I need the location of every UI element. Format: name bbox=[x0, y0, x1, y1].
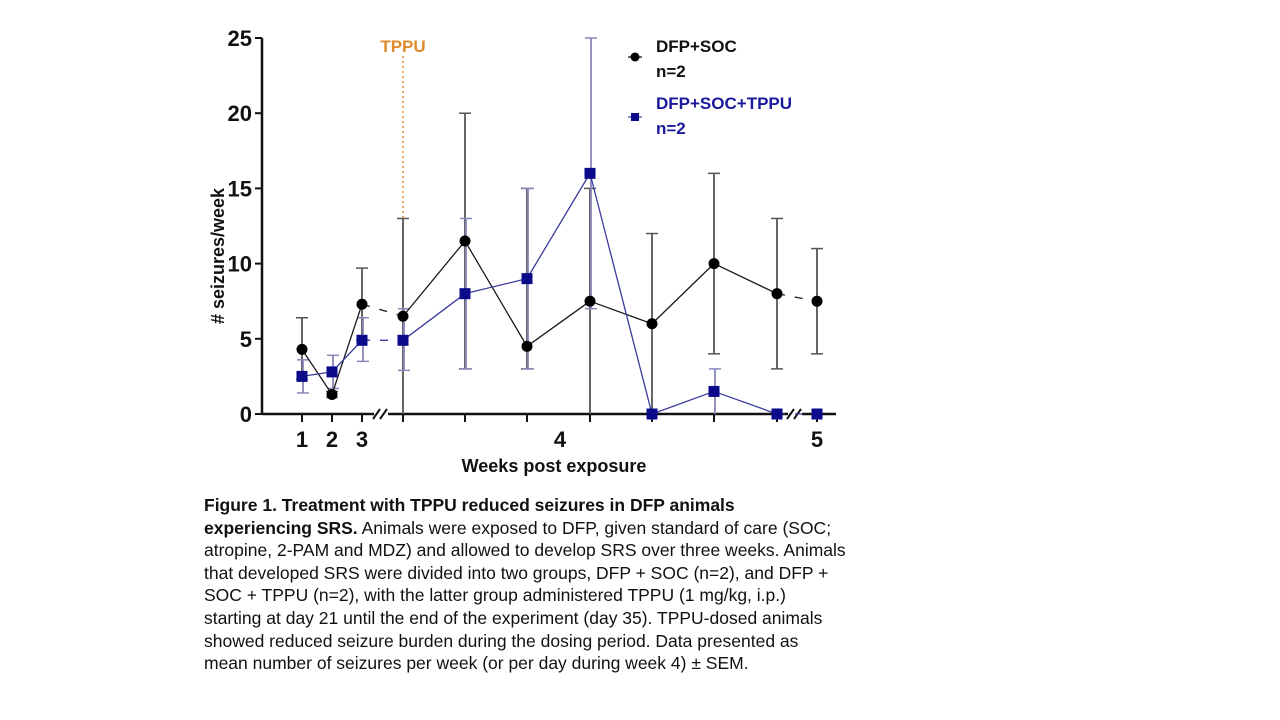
legend-label-dfp-soc: DFP+SOC bbox=[656, 37, 737, 56]
caption-line: showed reduced seizure burden during the… bbox=[204, 630, 1004, 653]
caption-line: mean number of seizures per week (or per… bbox=[204, 652, 1004, 675]
caption-text: atropine, 2-PAM and MDZ) and allowed to … bbox=[204, 540, 846, 561]
legend-n-dfp-soc-tppu: n=2 bbox=[656, 119, 686, 138]
data-point-dfp-soc bbox=[708, 258, 720, 270]
data-point-dfp-soc-tppu bbox=[459, 288, 471, 300]
caption-line: atropine, 2-PAM and MDZ) and allowed to … bbox=[204, 539, 1004, 562]
axis-break-mark bbox=[379, 408, 388, 420]
legend-marker-dfp-soc bbox=[630, 52, 640, 62]
data-point-dfp-soc bbox=[296, 343, 308, 355]
data-point-dfp-soc bbox=[459, 235, 471, 247]
series-line-dfp-soc bbox=[776, 293, 818, 302]
series-line-dfp-soc bbox=[651, 263, 715, 325]
legend-label-dfp-soc-tppu: DFP+SOC+TPPU bbox=[656, 94, 792, 113]
caption-bold-text: Figure 1. Treatment with TPPU reduced se… bbox=[204, 495, 735, 515]
data-point-dfp-soc-tppu bbox=[771, 408, 783, 420]
y-tick-label: 20 bbox=[228, 101, 252, 126]
caption-bold-text: experiencing SRS. bbox=[204, 517, 358, 538]
series-line-dfp-soc bbox=[589, 300, 653, 325]
series-line-dfp-soc-tppu bbox=[464, 278, 528, 295]
y-axis-label: # seizures/week bbox=[208, 187, 228, 324]
x-tick-label: 1 bbox=[296, 427, 308, 452]
data-point-dfp-soc-tppu bbox=[708, 385, 720, 397]
axis-break-mark bbox=[786, 408, 795, 420]
tppu-label: TPPU bbox=[380, 37, 425, 56]
caption-line: experiencing SRS. Animals were exposed t… bbox=[204, 517, 1004, 540]
y-tick-label: 5 bbox=[240, 327, 252, 352]
data-point-dfp-soc-tppu bbox=[521, 273, 533, 285]
x-tick-label: 5 bbox=[811, 427, 823, 452]
caption-line: Figure 1. Treatment with TPPU reduced se… bbox=[204, 494, 1004, 517]
y-tick-label: 25 bbox=[228, 26, 252, 51]
data-point-dfp-soc bbox=[356, 298, 368, 310]
caption-text: starting at day 21 until the end of the … bbox=[204, 607, 823, 628]
data-point-dfp-soc bbox=[326, 388, 338, 400]
data-point-dfp-soc-tppu bbox=[326, 366, 338, 378]
legend-marker-dfp-soc-tppu bbox=[631, 113, 639, 121]
data-point-dfp-soc-tppu bbox=[296, 370, 308, 382]
series-line-dfp-soc-tppu bbox=[713, 390, 778, 415]
series-line-dfp-soc bbox=[464, 240, 528, 347]
data-point-dfp-soc bbox=[646, 318, 658, 330]
caption-line: that developed SRS were divided into two… bbox=[204, 562, 1004, 585]
series-line-dfp-soc-tppu bbox=[402, 293, 466, 341]
x-tick-label: 2 bbox=[326, 427, 338, 452]
data-point-dfp-soc bbox=[521, 340, 533, 352]
x-tick-label: 4 bbox=[554, 427, 567, 452]
y-tick-label: 15 bbox=[228, 176, 252, 201]
figure-caption: Figure 1. Treatment with TPPU reduced se… bbox=[204, 494, 1004, 675]
caption-text: showed reduced seizure burden during the… bbox=[204, 630, 799, 651]
series-line-dfp-soc bbox=[526, 300, 591, 347]
caption-text: Animals were exposed to DFP, given stand… bbox=[357, 517, 832, 538]
y-tick-label: 10 bbox=[228, 252, 252, 277]
series-line-dfp-soc-tppu bbox=[589, 173, 653, 415]
series-line-dfp-soc-tppu bbox=[526, 173, 591, 279]
series-line-dfp-soc bbox=[301, 348, 333, 395]
series-lines bbox=[301, 173, 818, 415]
legend-n-dfp-soc: n=2 bbox=[656, 62, 686, 81]
data-point-dfp-soc bbox=[771, 288, 783, 300]
caption-line: SOC + TPPU (n=2), with the latter group … bbox=[204, 584, 1004, 607]
data-point-dfp-soc bbox=[811, 295, 823, 307]
data-point-dfp-soc-tppu bbox=[584, 167, 596, 179]
data-point-dfp-soc bbox=[584, 295, 596, 307]
caption-text: that developed SRS were divided into two… bbox=[204, 562, 829, 583]
caption-text: SOC + TPPU (n=2), with the latter group … bbox=[204, 585, 786, 606]
y-tick-label: 0 bbox=[240, 402, 252, 427]
tppu-annotation: TPPU bbox=[380, 37, 426, 219]
x-axis-label: Weeks post exposure bbox=[462, 456, 647, 476]
data-point-dfp-soc-tppu bbox=[356, 334, 368, 346]
data-point-dfp-soc bbox=[397, 310, 409, 322]
data-point-dfp-soc-tppu bbox=[397, 334, 409, 346]
caption-line: starting at day 21 until the end of the … bbox=[204, 607, 1004, 630]
series-markers bbox=[296, 167, 823, 420]
series-line-dfp-soc bbox=[361, 303, 404, 317]
caption-text: mean number of seizures per week (or per… bbox=[204, 653, 749, 674]
x-tick-label: 3 bbox=[356, 427, 368, 452]
seizure-chart: 0 5 10 15 20 25 # seizures/week 1 2 3 4 5 Weeks post… bbox=[208, 26, 836, 476]
series-line-dfp-soc bbox=[713, 263, 778, 295]
axes: 0 5 10 15 20 25 # seizures/week 1 2 3 4 5 Weeks post… bbox=[208, 26, 836, 476]
series-line-dfp-soc-tppu bbox=[651, 390, 715, 415]
axis-break-mark bbox=[372, 408, 381, 420]
legend: DFP+SOC n=2 DFP+SOC+TPPU n=2 bbox=[628, 37, 792, 138]
data-point-dfp-soc-tppu bbox=[811, 408, 823, 420]
series-line-dfp-soc bbox=[402, 240, 466, 317]
data-point-dfp-soc-tppu bbox=[646, 408, 658, 420]
series-line-dfp-soc bbox=[331, 304, 363, 395]
